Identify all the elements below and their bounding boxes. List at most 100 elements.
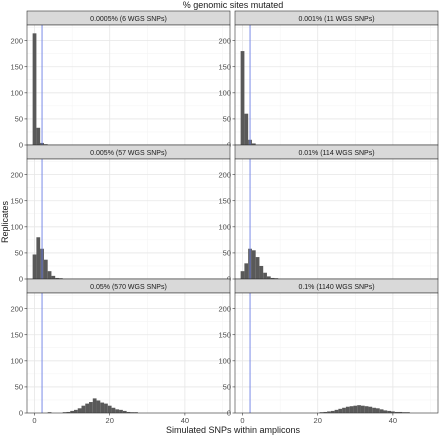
y-tick-label: 200 [218,304,231,313]
panel-background [27,293,230,413]
histogram-bar [130,412,135,413]
y-tick-label: 200 [218,170,231,179]
histogram-bar [323,411,328,413]
histogram-bar [47,412,52,413]
y-tick-label: 100 [10,356,23,365]
histogram-bar [43,259,48,279]
y-tick-label: 0 [19,141,23,150]
histogram-bar [259,265,264,279]
facet-label: 0.05% (570 WGS SNPs) [90,284,167,291]
facet-panel: 0.05% (570 WGS SNPs) 0 50 100 150 200 0 20 40 [10,278,231,425]
y-tick-label: 150 [218,330,231,339]
histogram-bar [406,412,410,413]
x-tick-label: 0 [240,416,244,425]
histogram-bar [357,405,361,413]
histogram-bar [330,410,335,413]
x-tick-label: 40 [181,416,189,425]
y-tick-label: 100 [218,356,231,365]
x-tick-label: 20 [314,416,322,425]
histogram-bar [66,411,71,413]
facet-label: 0.1% (1140 WGS SNPs) [298,284,374,291]
histogram-bar [364,406,369,413]
histogram-bar [319,412,324,413]
y-tick-label: 50 [15,383,23,392]
y-tick-label: 150 [10,62,23,71]
histogram-bar [349,406,354,413]
histogram-bar [375,408,380,413]
y-tick-label: 200 [10,170,23,179]
y-tick-label: 50 [223,383,231,392]
facet-label: 0.005% (57 WGS SNPs) [90,150,167,157]
y-tick-label: 50 [15,249,23,258]
histogram-bar [104,403,108,413]
facet-label: 0.01% (114 WGS SNPs) [298,150,374,157]
y-tick-label: 200 [10,36,23,45]
histogram-bar [58,278,63,279]
histogram-bar [111,407,116,413]
histogram-bar [327,411,331,413]
y-tick-label: 150 [218,62,231,71]
facet-label: 0.001% (11 WGS SNPs) [298,16,374,23]
histogram-bar [55,277,59,279]
panel-background [235,25,438,145]
y-tick-label: 50 [15,115,23,124]
panel-background [235,159,438,279]
histogram-bar [77,408,82,413]
panel-background [235,293,438,413]
histogram-bar [368,406,373,413]
histogram-bar [43,144,48,145]
y-tick-label: 150 [10,330,23,339]
histogram-bar [36,237,41,279]
y-tick-label: 50 [223,249,231,258]
histogram-bar [134,412,138,413]
histogram-bar [394,411,399,413]
x-tick-label: 0 [32,416,36,425]
y-tick-label: 150 [10,196,23,205]
histogram-bar [47,271,52,279]
facet-panel: 0.005% (57 WGS SNPs) 0 50 100 150 200 [10,144,231,284]
histogram-bar [274,278,279,279]
histogram-bar [126,411,131,413]
panel-border [234,292,439,414]
histogram-bar [372,407,376,413]
histogram-bar [387,410,392,413]
histogram-bar [244,113,249,145]
histogram-bar [115,409,120,413]
histogram-bar [73,409,78,413]
histogram-bar [353,405,358,413]
histogram-bar [360,405,365,413]
histogram-bar [70,410,74,413]
y-tick-label: 100 [218,222,231,231]
histogram-bar [342,407,346,413]
facet-label: 0.0005% (6 WGS SNPs) [90,16,167,23]
y-tick-label: 200 [10,304,23,313]
y-tick-label: 100 [218,88,231,97]
histogram-bar [107,405,112,413]
histogram-bar [240,271,245,279]
histogram-bar [85,403,90,413]
histogram-bar [32,254,37,279]
histogram-bar [244,263,249,279]
panel-background [27,159,230,279]
histogram-bar [270,277,275,279]
x-tick-label: 40 [389,416,397,425]
histogram-bar [251,143,256,145]
histogram-bar [51,275,56,279]
histogram-bar [92,398,97,413]
histogram-bar [391,411,395,413]
histogram-bar [383,410,388,413]
histogram-bar [338,408,343,413]
y-tick-label: 0 [19,275,23,284]
y-tick-label: 0 [19,409,23,418]
histogram-bar [119,409,123,413]
histogram-bar [100,402,105,413]
histogram-bar [36,127,41,145]
histogram-bar [255,257,260,279]
histogram-bar [89,402,93,413]
histogram-bar [345,406,350,413]
y-tick-label: 100 [10,88,23,97]
y-tick-label: 0 [227,409,231,418]
